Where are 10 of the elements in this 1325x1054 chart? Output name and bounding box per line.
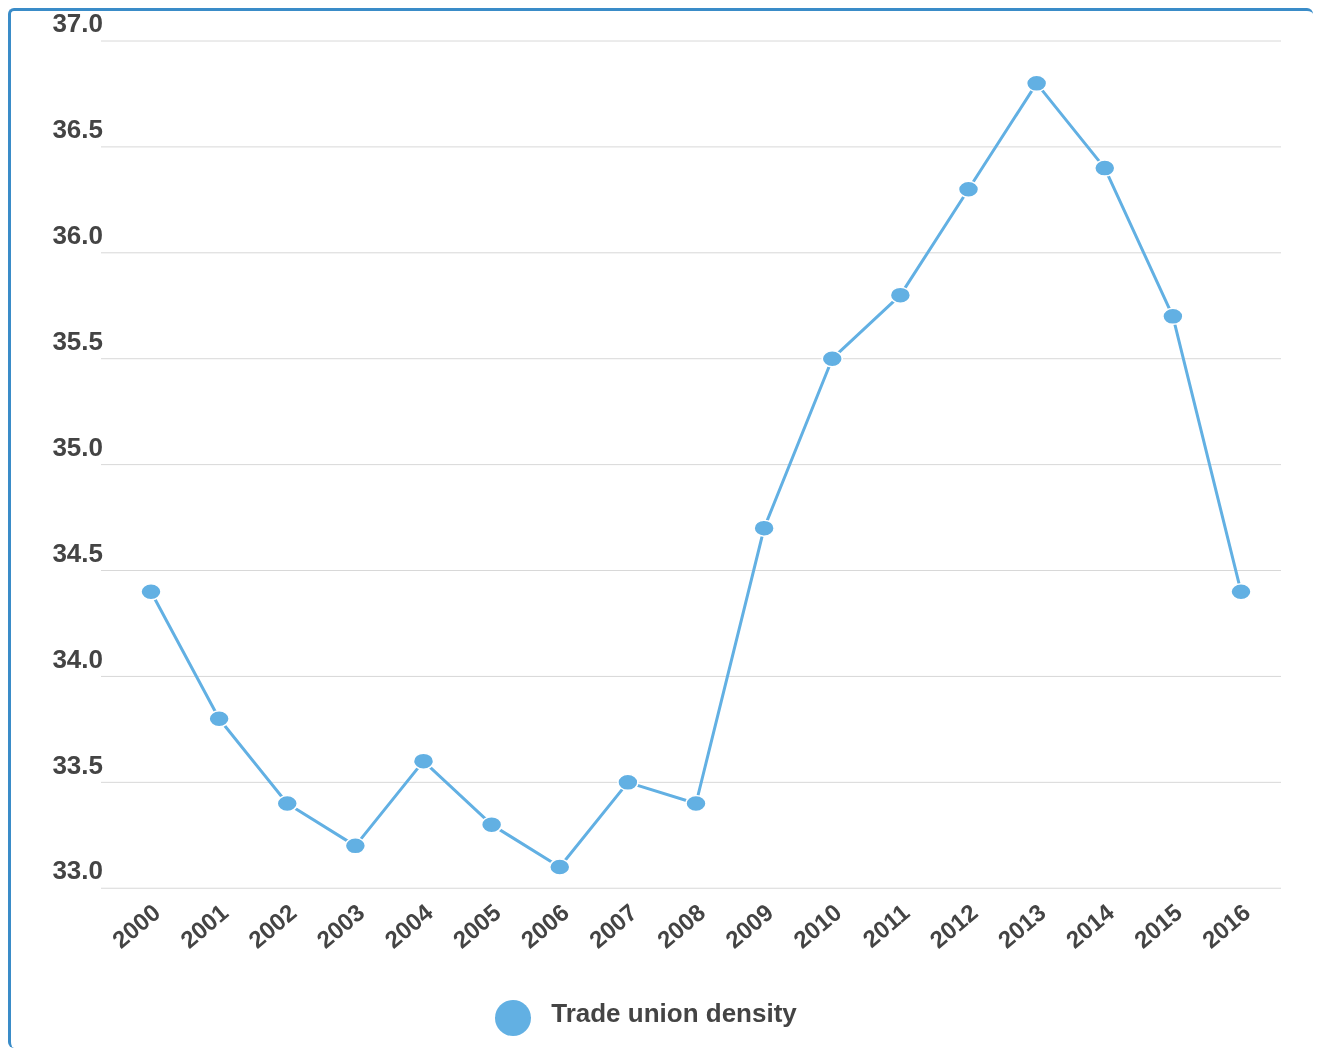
y-tick-label: 34.5 <box>52 537 103 568</box>
y-tick-label: 33.0 <box>52 855 103 886</box>
y-tick-label: 35.0 <box>52 431 103 462</box>
y-tick-label: 36.5 <box>52 114 103 145</box>
y-tick-label: 34.0 <box>52 643 103 674</box>
y-tick-label: 33.5 <box>52 749 103 780</box>
legend-label: Trade union density <box>551 998 797 1029</box>
y-tick-label: 36.0 <box>52 220 103 251</box>
y-tick-label: 37.0 <box>52 8 103 39</box>
y-tick-label: 35.5 <box>52 325 103 356</box>
